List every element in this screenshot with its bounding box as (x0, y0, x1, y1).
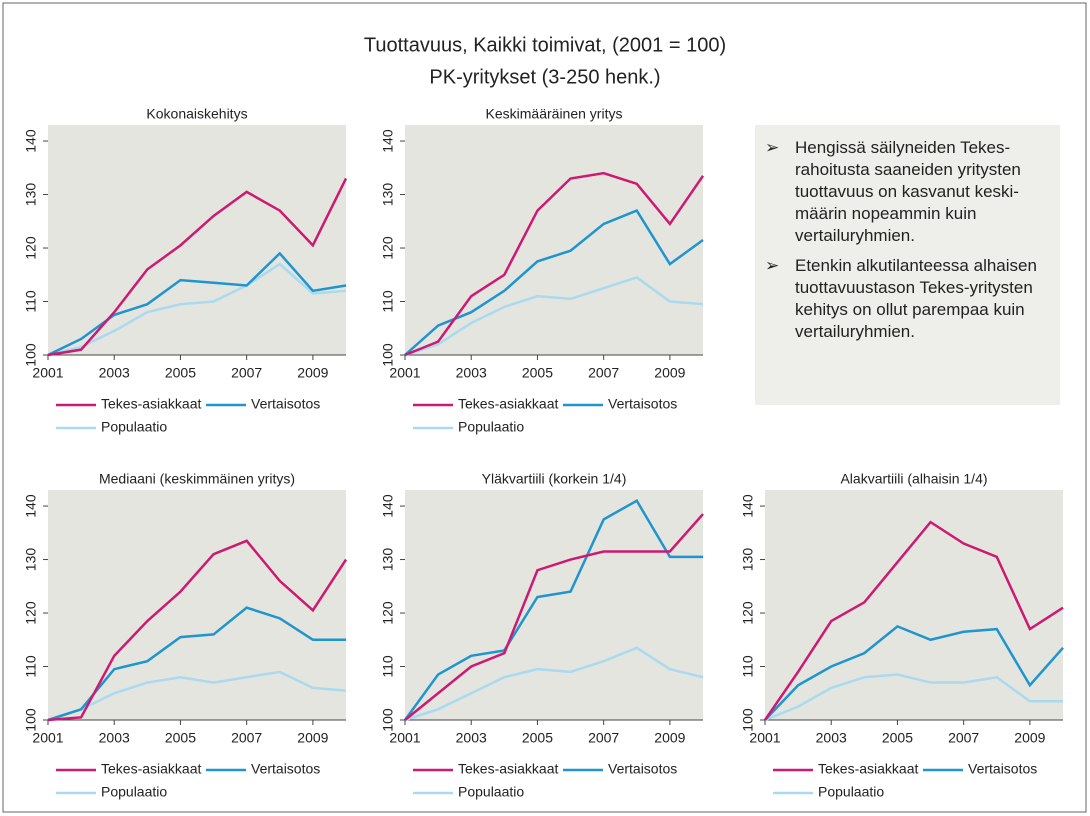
series-line (47, 262, 347, 357)
x-tick-label: 2007 (588, 365, 619, 381)
x-tick-label: 2007 (948, 730, 979, 746)
x-tick-label: 2007 (231, 730, 262, 746)
chart-title: Keskimääräinen yritys (486, 106, 623, 122)
y-tick-label: 110 (380, 655, 396, 678)
x-tick-label: 2009 (297, 365, 328, 381)
x-tick-label: 2005 (882, 730, 913, 746)
chart-title: Yläkvartiili (korkein 1/4) (482, 471, 627, 487)
notes-box: ➢ Hengissä säilyneiden Tekes-rahoitusta s… (755, 125, 1060, 405)
legend-label: Tekes-asiakkaat (458, 396, 558, 412)
x-tick-label: 2003 (99, 730, 130, 746)
plot-area (765, 490, 1063, 720)
chart-title: Alakvartiili (alhaisin 1/4) (840, 471, 987, 487)
series-line (403, 499, 703, 721)
series-line (763, 520, 1064, 721)
x-tick-label: 2003 (816, 730, 847, 746)
legend-label: Populaatio (101, 419, 167, 435)
legend-label: Tekes-asiakkaat (101, 761, 201, 777)
legend-label: Tekes-asiakkaat (101, 396, 201, 412)
y-tick-label: 130 (380, 183, 396, 207)
y-tick-label: 110 (740, 655, 756, 678)
plot-area (48, 125, 346, 355)
chart-title: Mediaani (keskimmäinen yritys) (99, 471, 295, 487)
y-tick-label: 130 (23, 548, 39, 572)
series-line (404, 513, 704, 721)
y-tick-label: 100 (23, 343, 39, 367)
series-line (764, 673, 1063, 722)
x-tick-label: 2003 (456, 730, 487, 746)
subtitle: PK-yritykset (3-250 henk.) (429, 66, 660, 88)
y-tick-label: 110 (380, 290, 396, 313)
y-tick-label: 110 (23, 655, 39, 678)
legend-label: Vertaisotos (608, 761, 677, 777)
series-line (47, 606, 346, 722)
note-item: ➢ Etenkin alkutilanteessa alhaisen tuotta… (765, 255, 1046, 343)
legend-label: Vertaisotos (251, 761, 320, 777)
x-tick-label: 2001 (389, 730, 420, 746)
x-tick-label: 2001 (32, 365, 63, 381)
legend-label: Vertaisotos (251, 396, 320, 412)
y-tick-label: 100 (23, 708, 39, 732)
legend-label: Populaatio (458, 784, 524, 800)
y-tick-label: 140 (380, 494, 396, 518)
x-tick-label: 2009 (297, 730, 328, 746)
x-tick-label: 2005 (165, 730, 196, 746)
y-tick-label: 100 (740, 708, 756, 732)
plot-area (48, 490, 346, 720)
legend-label: Tekes-asiakkaat (818, 761, 918, 777)
series-line (47, 539, 348, 722)
x-tick-label: 2007 (231, 365, 262, 381)
legend-label: Vertaisotos (608, 396, 677, 412)
x-tick-label: 2001 (389, 365, 420, 381)
x-tick-label: 2001 (32, 730, 63, 746)
x-tick-label: 2005 (522, 365, 553, 381)
x-tick-label: 2003 (99, 365, 130, 381)
legend-label: Vertaisotos (968, 761, 1037, 777)
x-tick-label: 2005 (522, 730, 553, 746)
series-line (47, 670, 347, 722)
y-tick-label: 120 (740, 601, 756, 625)
x-tick-label: 2009 (1014, 730, 1045, 746)
x-tick-label: 2001 (749, 730, 780, 746)
y-tick-label: 130 (740, 548, 756, 572)
note-text: Etenkin alkutilanteessa alhaisen tuottav… (795, 256, 1037, 341)
note-text: Hengissä säilyneiden Tekes-rahoitusta sa… (795, 138, 1021, 245)
note-item: ➢ Hengissä säilyneiden Tekes-rahoitusta s… (765, 137, 1046, 247)
series-line (404, 171, 705, 357)
y-tick-label: 140 (23, 129, 39, 153)
y-tick-label: 120 (380, 601, 396, 625)
x-tick-label: 2003 (456, 365, 487, 381)
y-tick-label: 140 (380, 129, 396, 153)
y-tick-label: 100 (380, 343, 396, 367)
y-tick-label: 130 (380, 548, 396, 572)
y-tick-label: 140 (23, 494, 39, 518)
title: Tuottavuus, Kaikki toimivat, (2001 = 100… (364, 34, 726, 56)
legend-label: Populaatio (101, 784, 167, 800)
y-tick-label: 120 (23, 236, 39, 260)
series-line (47, 177, 348, 357)
x-tick-label: 2009 (654, 365, 685, 381)
plot-area (405, 125, 703, 355)
y-tick-label: 100 (380, 708, 396, 732)
legend-label: Populaatio (458, 419, 524, 435)
y-tick-label: 120 (380, 236, 396, 260)
chart-title: Kokonaiskehitys (146, 106, 247, 122)
y-tick-label: 140 (740, 494, 756, 518)
y-tick-label: 110 (23, 290, 39, 313)
x-tick-label: 2009 (654, 730, 685, 746)
y-tick-label: 130 (23, 183, 39, 207)
legend-label: Populaatio (818, 784, 884, 800)
series-line (404, 646, 704, 722)
legend-label: Tekes-asiakkaat (458, 761, 558, 777)
x-tick-label: 2005 (165, 365, 196, 381)
y-tick-label: 120 (23, 601, 39, 625)
series-line (764, 624, 1064, 721)
series-line (47, 251, 347, 357)
x-tick-label: 2007 (588, 730, 619, 746)
series-line (404, 276, 704, 357)
